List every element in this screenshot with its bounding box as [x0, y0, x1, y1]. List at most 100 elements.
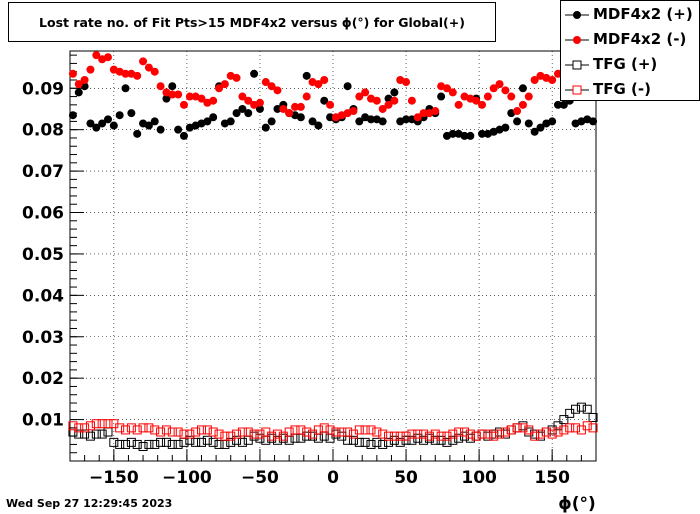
data-point: [97, 429, 107, 439]
data-point: [92, 51, 101, 60]
data-point: [419, 429, 429, 439]
x-tick-label: 150: [534, 468, 570, 488]
data-point: [103, 419, 113, 429]
data-point: [296, 113, 305, 122]
data-point: [185, 429, 195, 439]
data-point: [337, 427, 347, 437]
data-point: [179, 429, 189, 439]
data-point: [448, 88, 457, 97]
data-point: [588, 423, 598, 433]
data-point: [454, 427, 464, 437]
data-point: [185, 435, 195, 445]
y-tick-label: 0.06: [22, 204, 64, 224]
data-point: [179, 131, 188, 140]
data-point: [437, 92, 446, 101]
data-point: [86, 119, 95, 128]
data-point: [97, 419, 107, 429]
legend-item-tfg-minus: TFG (-): [561, 78, 699, 102]
data-point: [232, 73, 241, 82]
data-point: [559, 100, 568, 109]
data-point: [501, 123, 510, 132]
data-point: [156, 427, 166, 437]
data-point: [513, 107, 522, 116]
legend-label: MDF4x2 (+): [593, 5, 693, 23]
data-point: [150, 439, 160, 449]
data-point: [74, 88, 83, 97]
data-point: [161, 425, 171, 435]
data-point: [226, 431, 236, 441]
data-point: [442, 84, 451, 93]
data-point: [238, 104, 247, 113]
data-point: [267, 431, 277, 441]
data-point: [109, 121, 118, 130]
data-point: [559, 415, 569, 425]
data-point: [448, 429, 458, 439]
data-point: [454, 100, 463, 109]
data-point: [355, 92, 364, 101]
legend-item-mdf-minus: MDF4x2 (-): [561, 28, 699, 52]
data-point: [571, 423, 581, 433]
data-point: [197, 425, 206, 435]
data-point: [80, 423, 90, 433]
data-point: [126, 437, 136, 447]
data-point: [132, 439, 142, 449]
data-point: [513, 117, 522, 126]
data-point: [442, 431, 452, 441]
data-point: [320, 75, 329, 84]
data-point: [150, 117, 159, 126]
data-point: [174, 125, 183, 134]
data-point: [121, 84, 130, 93]
data-point: [243, 427, 253, 437]
data-point: [489, 431, 499, 441]
data-point: [232, 429, 242, 439]
data-point: [74, 429, 84, 439]
data-point: [191, 437, 201, 447]
data-point: [209, 96, 218, 105]
data-point: [285, 109, 294, 118]
data-point: [296, 102, 305, 111]
data-point: [302, 92, 311, 101]
data-point: [80, 75, 89, 84]
x-tick-label: 50: [394, 468, 418, 488]
data-point: [355, 117, 364, 126]
data-point: [121, 425, 131, 435]
data-point: [477, 429, 487, 439]
data-point: [92, 123, 101, 132]
data-point: [500, 427, 510, 437]
data-point: [588, 413, 598, 423]
data-point: [255, 429, 265, 439]
data-point: [103, 115, 112, 124]
data-point: [349, 107, 358, 116]
data-point: [150, 67, 159, 76]
data-point: [548, 117, 557, 126]
data-point: [237, 437, 247, 447]
data-point: [139, 57, 148, 66]
data-point: [174, 90, 183, 99]
x-tick-label: −50: [241, 468, 279, 488]
data-point: [144, 121, 153, 130]
data-point: [378, 117, 387, 126]
data-point: [68, 421, 78, 431]
data-point: [378, 429, 388, 439]
data-point: [378, 439, 388, 449]
data-point: [471, 431, 481, 441]
data-point: [173, 439, 183, 449]
data-point: [138, 442, 148, 452]
data-point: [553, 427, 563, 437]
data-point: [255, 104, 264, 113]
data-point: [524, 119, 533, 128]
data-point: [466, 131, 475, 140]
data-point: [220, 431, 230, 441]
data-point: [448, 129, 457, 138]
data-point: [80, 429, 90, 439]
data-point: [313, 425, 323, 435]
data-point: [91, 419, 101, 429]
legend-item-mdf-plus: MDF4x2 (+): [561, 3, 699, 27]
data-point: [168, 90, 177, 99]
open-square-red-icon: [565, 85, 589, 95]
x-axis-label: ϕ(°): [558, 494, 596, 514]
data-point: [366, 425, 376, 435]
data-point: [360, 437, 370, 447]
data-point: [390, 96, 399, 105]
